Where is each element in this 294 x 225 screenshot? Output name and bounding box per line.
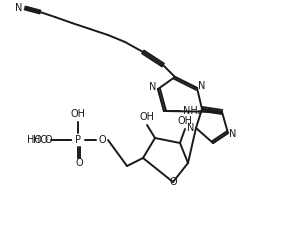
Text: N: N — [198, 81, 206, 91]
Text: HO: HO — [33, 135, 48, 145]
Text: N: N — [229, 129, 237, 139]
Text: N: N — [149, 82, 157, 92]
Text: OH: OH — [178, 116, 193, 126]
Text: N: N — [187, 123, 195, 133]
Text: O: O — [75, 158, 83, 168]
Text: OH: OH — [139, 112, 155, 122]
Text: HO: HO — [28, 135, 43, 145]
Text: P: P — [75, 135, 81, 145]
Text: N: N — [15, 3, 23, 13]
Text: NH₂: NH₂ — [183, 106, 201, 116]
Text: O: O — [98, 135, 106, 145]
Text: O: O — [169, 177, 177, 187]
Text: OH: OH — [71, 109, 86, 119]
Text: O: O — [44, 135, 52, 145]
